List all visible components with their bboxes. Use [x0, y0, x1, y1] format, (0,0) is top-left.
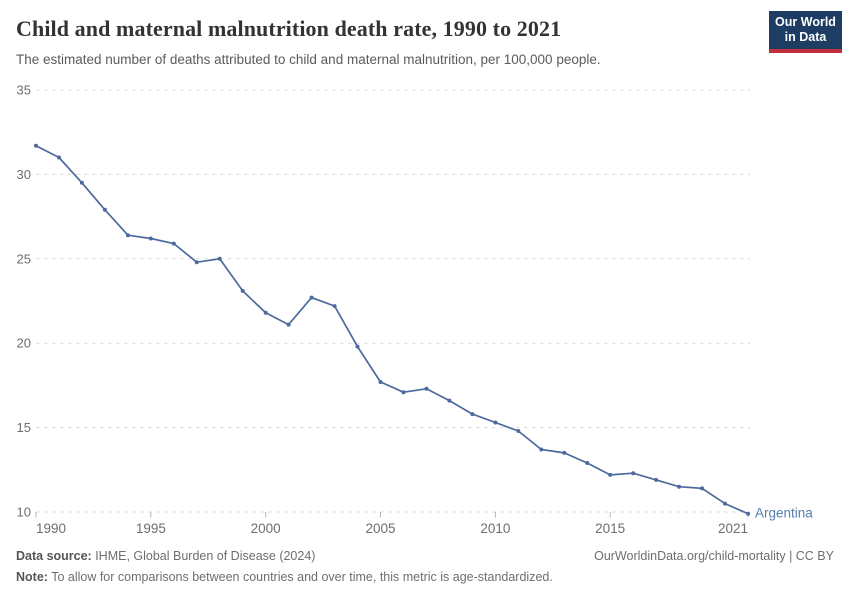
data-point-1992	[79, 180, 84, 185]
data-point-2001	[286, 322, 291, 327]
page-title: Child and maternal malnutrition death ra…	[16, 16, 562, 41]
data-point-2013	[562, 450, 567, 455]
data-point-2010	[493, 420, 498, 425]
data-point-2018	[677, 484, 682, 489]
data-point-2002	[309, 295, 314, 300]
y-axis-label-30: 30	[17, 167, 31, 182]
page-subtitle: The estimated number of deaths attribute…	[16, 52, 601, 67]
data-point-2003	[332, 304, 337, 309]
x-axis-label-2015: 2015	[595, 521, 625, 536]
data-point-2014	[585, 461, 590, 465]
data-point-2017	[654, 477, 659, 482]
y-axis-label-15: 15	[17, 420, 31, 435]
data-point-1999	[240, 288, 245, 293]
owid-logo[interactable]: Our World in Data	[769, 11, 842, 53]
data-point-2008	[447, 398, 452, 403]
data-source-line: Data source: IHME, Global Burden of Dise…	[16, 546, 315, 567]
chart-footer: Data source: IHME, Global Burden of Dise…	[16, 546, 834, 587]
data-point-2005	[378, 380, 383, 384]
data-point-2000	[263, 310, 268, 315]
data-point-2007	[424, 386, 429, 391]
owid-logo-line1: Our World	[775, 15, 836, 30]
data-point-1990	[34, 143, 38, 148]
data-point-1996	[171, 241, 176, 246]
y-axis-label-20: 20	[17, 336, 31, 351]
x-axis-label-1990: 1990	[36, 521, 66, 536]
x-axis-label-1995: 1995	[136, 521, 166, 536]
y-axis-label-25: 25	[17, 251, 31, 266]
note-label: Note:	[16, 569, 48, 584]
x-axis-label-2000: 2000	[251, 521, 281, 536]
data-source-text: IHME, Global Burden of Disease (2024)	[91, 549, 316, 563]
data-point-2012	[539, 447, 544, 452]
data-source-label: Data source:	[16, 549, 92, 563]
chart-header: Child and maternal malnutrition death ra…	[0, 0, 850, 80]
data-point-2016	[631, 471, 636, 476]
data-point-2019	[700, 486, 705, 491]
x-axis-label-2021: 2021	[718, 521, 748, 536]
data-point-1994	[125, 233, 130, 238]
data-point-1993	[102, 207, 107, 212]
series-line-argentina	[35, 144, 749, 515]
x-axis-label-2005: 2005	[365, 521, 395, 536]
y-axis-label-35: 35	[17, 83, 31, 98]
data-point-2004	[355, 344, 360, 349]
data-point-2006	[401, 390, 406, 395]
data-point-1998	[217, 256, 222, 261]
attribution-link[interactable]: OurWorldinData.org/child-mortality | CC …	[594, 549, 834, 563]
data-point-2021	[746, 511, 750, 516]
data-point-2020	[723, 501, 727, 506]
data-point-1997	[194, 260, 199, 265]
owid-logo-line2: in Data	[784, 30, 827, 44]
data-point-2015	[608, 472, 613, 477]
entity-label-argentina[interactable]: Argentina	[755, 506, 813, 521]
y-axis-label-10: 10	[17, 505, 31, 520]
data-point-1995	[148, 236, 153, 241]
note-text: To allow for comparisons between countri…	[47, 569, 553, 584]
data-point-2009	[470, 412, 475, 417]
x-axis-label-2010: 2010	[480, 521, 510, 536]
data-point-2011	[516, 429, 521, 433]
data-point-1991	[57, 155, 61, 160]
